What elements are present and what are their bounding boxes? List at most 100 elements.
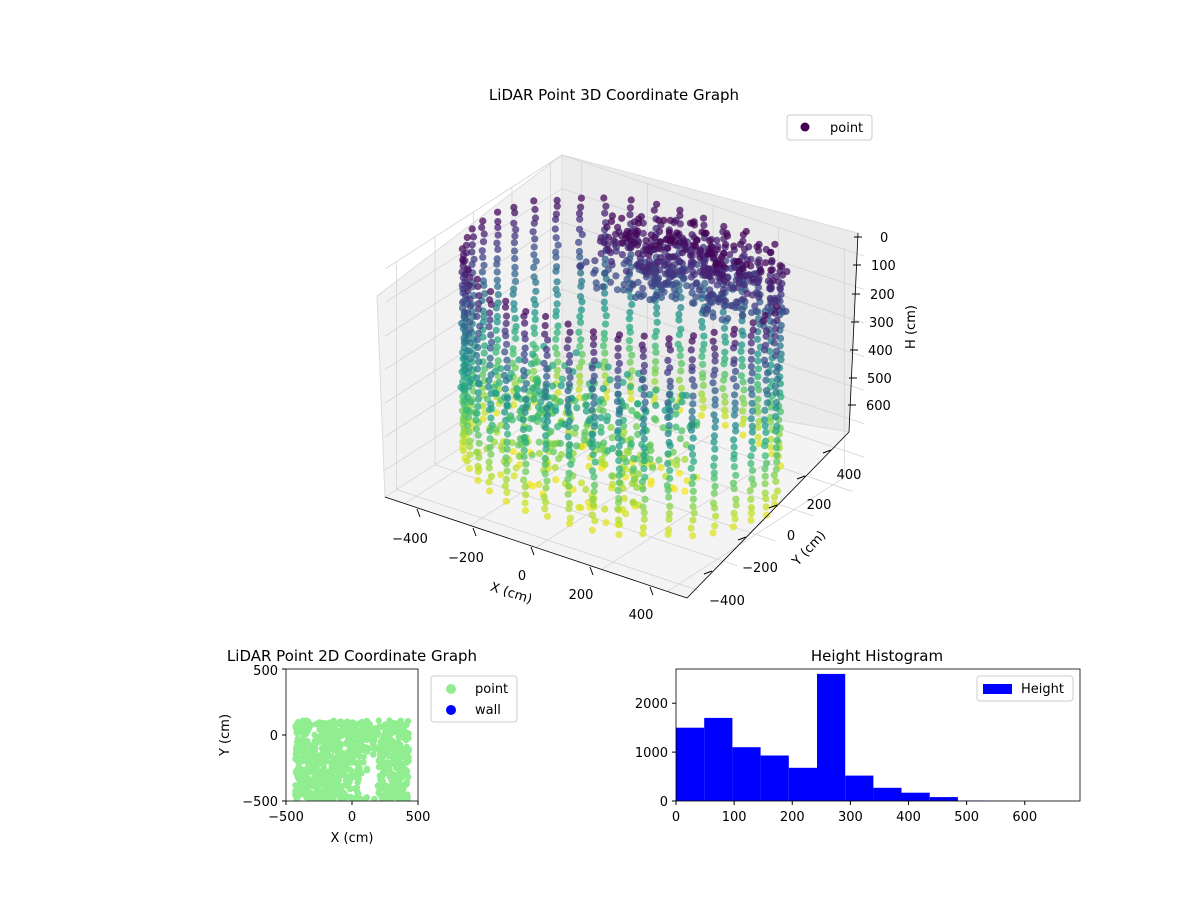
data-point: [651, 279, 659, 288]
data-point: [317, 725, 324, 733]
data-point: [358, 730, 365, 737]
data-point: [398, 781, 405, 788]
data-point: [692, 293, 700, 301]
data-point: [473, 312, 481, 320]
data-point: [503, 467, 511, 475]
data-point: [732, 471, 740, 479]
plot2d-x-axis-label: X (cm): [331, 831, 374, 846]
data-point: [494, 231, 502, 239]
data-point: [710, 489, 718, 497]
data-point: [690, 509, 698, 517]
data-point: [575, 503, 583, 511]
data-point: [640, 391, 648, 399]
data-point: [762, 495, 770, 503]
data-point: [699, 346, 707, 354]
data-point: [711, 387, 719, 395]
data-point: [356, 795, 363, 801]
data-point: [519, 416, 527, 424]
data-point: [509, 345, 517, 353]
data-point: [320, 769, 328, 776]
data-point: [308, 742, 315, 749]
data-point: [520, 433, 528, 442]
data-point: [680, 274, 688, 282]
data-point: [576, 378, 584, 386]
data-point: [743, 289, 752, 297]
data-point: [699, 370, 707, 378]
data-point: [403, 744, 410, 751]
data-point: [576, 253, 584, 261]
data-point: [318, 745, 326, 752]
data-point: [543, 477, 551, 485]
data-point: [501, 348, 509, 356]
data-point: [772, 404, 780, 412]
plot3d-y-tick-label: 400: [837, 468, 862, 483]
data-point: [494, 357, 502, 365]
data-point: [531, 309, 539, 317]
data-point: [626, 383, 635, 391]
data-point: [553, 263, 561, 271]
plot3d-x-tick-label: −400: [392, 532, 428, 547]
data-point: [592, 279, 600, 287]
data-point: [732, 298, 741, 306]
data-point: [487, 472, 496, 480]
data-point: [294, 720, 301, 727]
data-point: [593, 284, 601, 292]
data-point: [494, 291, 502, 299]
data-point: [486, 316, 494, 324]
data-point: [762, 387, 771, 395]
data-point: [365, 734, 372, 742]
data-point: [458, 245, 466, 253]
data-point: [502, 497, 510, 505]
data-point: [730, 356, 738, 364]
data-point: [403, 781, 410, 788]
data-point: [479, 253, 487, 261]
data-point: [543, 351, 551, 360]
data-point: [493, 409, 501, 417]
data-point: [312, 789, 320, 797]
data-point: [639, 352, 647, 361]
data-point: [481, 290, 489, 298]
data-point: [640, 368, 648, 376]
data-point: [589, 501, 598, 509]
data-point: [486, 309, 494, 317]
data-point: [474, 300, 483, 308]
data-point: [475, 439, 483, 447]
data-point: [614, 366, 622, 374]
plot3d-x-tick: [416, 508, 421, 518]
data-point: [767, 435, 775, 443]
data-point: [651, 365, 659, 373]
data-point: [573, 404, 581, 412]
data-point: [321, 738, 328, 746]
data-point: [466, 318, 474, 326]
data-point: [672, 403, 680, 411]
data-point: [565, 446, 573, 454]
data-point: [565, 469, 573, 477]
data-point: [535, 449, 544, 457]
data-point: [464, 393, 472, 401]
data-point: [541, 393, 549, 401]
data-point: [624, 448, 632, 456]
data-point: [641, 495, 649, 503]
data-point: [614, 375, 622, 383]
data-point: [718, 253, 726, 261]
data-point: [730, 450, 738, 458]
data-point: [710, 474, 718, 482]
hist-legend-label: Height: [1021, 682, 1064, 697]
data-point: [729, 375, 738, 383]
data-point: [553, 372, 561, 380]
data-point: [333, 784, 341, 791]
data-point: [565, 482, 573, 490]
data-point: [688, 480, 696, 488]
data-point: [731, 421, 740, 430]
data-point: [637, 292, 645, 301]
data-point: [754, 433, 762, 441]
data-point: [474, 476, 482, 484]
data-point: [640, 332, 648, 340]
data-point: [760, 346, 769, 354]
data-point: [738, 362, 747, 370]
data-point: [591, 517, 599, 525]
data-point: [775, 278, 783, 286]
data-point: [590, 422, 598, 430]
data-point: [651, 377, 659, 386]
plot2d-legend-marker-point: [446, 684, 456, 694]
